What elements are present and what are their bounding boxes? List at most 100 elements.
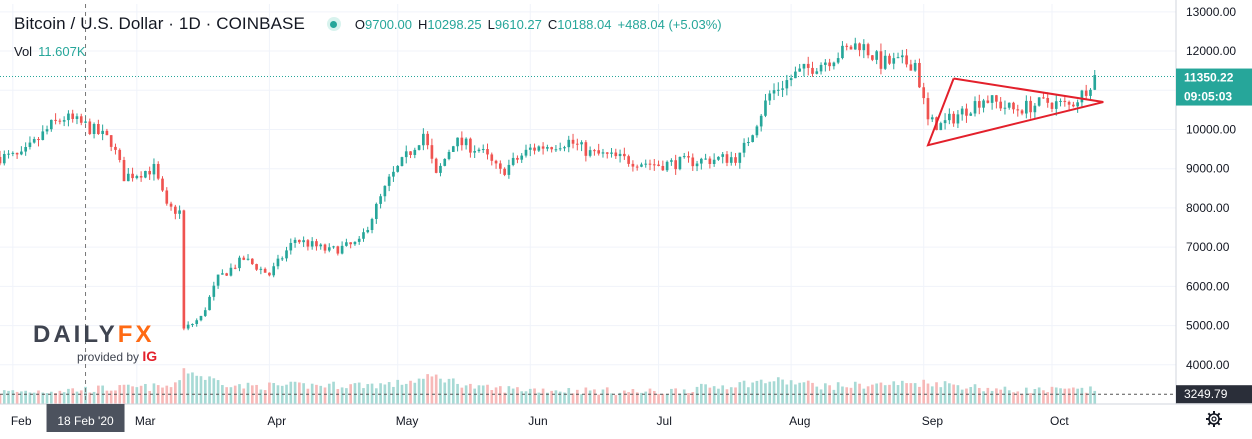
- volume-label: Vol: [14, 44, 33, 59]
- candle-body: [1076, 102, 1079, 107]
- candle-body: [772, 90, 776, 94]
- volume-bar: [131, 386, 134, 404]
- volume-bar: [699, 383, 703, 404]
- volume-bar: [1007, 390, 1011, 404]
- volume-bar: [28, 392, 32, 404]
- candle-body: [845, 45, 849, 47]
- candle-body: [24, 146, 27, 152]
- volume-bar: [776, 377, 780, 404]
- candle-body: [802, 63, 806, 69]
- candle-body: [956, 114, 960, 124]
- candle-body: [875, 51, 878, 60]
- candle-body: [268, 272, 271, 276]
- volume-bar: [233, 385, 237, 404]
- volume-bar: [819, 389, 823, 404]
- candle-body: [1050, 102, 1054, 109]
- volume-bar: [969, 387, 973, 404]
- gear-icon[interactable]: [1206, 411, 1222, 427]
- volume-bar: [255, 384, 258, 404]
- candle-body: [563, 147, 566, 149]
- volume-bar: [62, 392, 66, 404]
- candle-body: [49, 119, 53, 130]
- volume-bar: [973, 384, 977, 404]
- candle-body: [366, 230, 370, 233]
- candle-body: [862, 44, 866, 51]
- candle-body: [751, 135, 754, 143]
- volume-bar: [208, 376, 211, 404]
- candle-body: [41, 131, 45, 140]
- volume-bar: [357, 382, 361, 404]
- volume-bar: [413, 382, 417, 404]
- candle-body: [79, 116, 83, 123]
- volume-bar: [238, 384, 241, 404]
- symbol-title[interactable]: Bitcoin / U.S. Dollar · 1D · COINBASE: [14, 14, 305, 33]
- volume-bar: [439, 378, 442, 404]
- high-number: 10298.25: [427, 16, 482, 32]
- volume-bar: [92, 391, 96, 404]
- volume-bar: [229, 387, 233, 404]
- candle-body: [819, 64, 823, 72]
- time-tick-label: Jun: [528, 414, 547, 428]
- candle-body: [982, 100, 985, 108]
- candle-body: [853, 43, 857, 50]
- candle-body: [315, 241, 318, 247]
- price-tick-label: 13000.00: [1186, 5, 1236, 19]
- time-tick-label: Sep: [922, 414, 944, 428]
- candle-body: [169, 203, 173, 207]
- volume-bar: [268, 382, 271, 404]
- candle-body: [195, 320, 199, 324]
- candle-body: [977, 101, 981, 108]
- candle-body: [203, 310, 207, 316]
- volume-bar: [516, 387, 519, 404]
- candle-body: [165, 190, 169, 204]
- candle-body: [567, 139, 571, 148]
- candle-body: [447, 151, 451, 159]
- candle-body: [370, 218, 374, 231]
- candle-body: [832, 62, 836, 67]
- candle-body: [640, 164, 643, 167]
- volume-bar: [161, 387, 164, 404]
- volume-bar: [212, 378, 216, 404]
- candle-body: [905, 55, 908, 65]
- grid-lines: [0, 4, 1176, 404]
- volume-bar: [353, 383, 357, 404]
- candle-body: [306, 240, 310, 247]
- candle-body: [926, 98, 930, 120]
- candle-body: [725, 154, 729, 163]
- candle-body: [263, 268, 267, 273]
- candle-body: [494, 160, 498, 164]
- volume-bar: [1020, 393, 1024, 404]
- candle-body: [460, 137, 464, 146]
- volume-bar: [995, 388, 998, 404]
- candle-body: [969, 113, 973, 116]
- volume-bar: [990, 390, 994, 404]
- volume-bar: [742, 380, 746, 404]
- candle-body: [126, 173, 130, 182]
- candle-body: [528, 147, 532, 150]
- price-tick-label: 5000.00: [1186, 319, 1230, 333]
- volume-bar: [824, 383, 827, 404]
- candle-body: [605, 152, 609, 154]
- candle-body: [1054, 101, 1058, 109]
- candle-body: [105, 130, 109, 136]
- volume-bar: [1050, 386, 1054, 404]
- candle-body: [871, 55, 874, 60]
- candle-body: [404, 151, 408, 158]
- gear-tooth: [1207, 412, 1212, 417]
- symbol-header: Bitcoin / U.S. Dollar · 1D · COINBASE O9…: [14, 12, 722, 36]
- candle-body: [995, 95, 998, 102]
- candle-body: [575, 143, 579, 145]
- candle-body: [507, 164, 511, 175]
- volume-bar: [845, 387, 849, 404]
- volume-bar: [956, 385, 960, 404]
- time-tick-label: Mar: [135, 414, 156, 428]
- candle-body: [614, 152, 618, 157]
- candle-body: [909, 64, 913, 71]
- volume-bar: [32, 392, 36, 404]
- volume-bar: [939, 387, 943, 404]
- candle-body: [45, 129, 49, 132]
- candle-body: [285, 250, 288, 259]
- candle-body: [738, 152, 742, 163]
